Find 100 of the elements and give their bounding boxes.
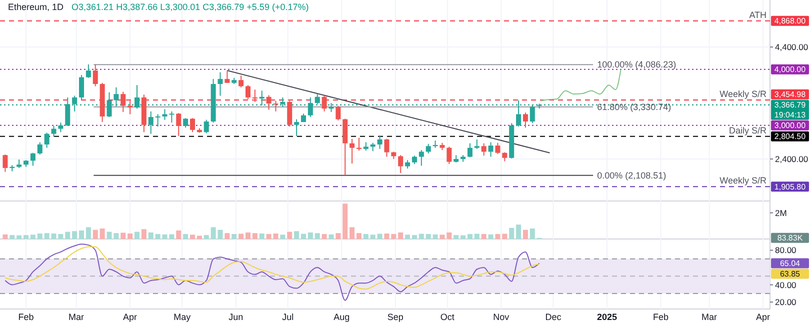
bar [287, 232, 292, 239]
line-series [4, 244, 540, 301]
candlestick [474, 138, 480, 150]
y-tick-label: 2,400.00 [775, 154, 808, 164]
chart-subtitle: O3,361.21 H3,387.66 L3,300.01 C3,366.79 +5.59 (+0.17%) [72, 2, 309, 12]
bar [432, 234, 438, 239]
bar [398, 232, 404, 239]
bar [176, 230, 182, 239]
bar [148, 232, 154, 239]
x-tick-label: Oct [440, 312, 455, 322]
bar [72, 231, 78, 239]
candlestick [183, 118, 188, 128]
candlestick [204, 119, 209, 134]
bar [460, 235, 466, 239]
y-tick-label: 2M [775, 208, 787, 218]
candlestick [252, 89, 258, 102]
candlestick [92, 64, 98, 87]
candlestick [162, 108, 168, 120]
candlestick [148, 110, 154, 134]
bar [336, 233, 341, 239]
bar [238, 234, 244, 239]
candlestick [314, 94, 320, 105]
candlestick [530, 104, 535, 124]
ref-line-label: 3,000.00 [774, 121, 806, 130]
annotation: 100.00% (4,086.23) [597, 60, 676, 70]
bar [259, 233, 264, 239]
chart-title: Ethereum, 1D [8, 2, 64, 12]
candlestick [446, 146, 452, 165]
y-tick-label: 80.00 [775, 245, 797, 256]
bar [300, 234, 306, 239]
annotation: Weekly S/R [720, 88, 768, 99]
bar [370, 234, 376, 239]
bar [190, 234, 195, 239]
bar [342, 204, 348, 239]
annotation: 61.80% (3,330.74) [597, 102, 672, 112]
bar [440, 234, 445, 239]
bar [454, 235, 459, 239]
text: 63.85 [780, 270, 801, 278]
bar [120, 232, 126, 239]
bar [516, 224, 522, 239]
candlestick [65, 96, 70, 126]
bar [224, 233, 230, 239]
bar [467, 234, 472, 239]
text: 65.04 [780, 259, 801, 268]
bar [322, 234, 327, 239]
bar [384, 233, 390, 239]
bar [509, 228, 514, 239]
candlestick [488, 142, 494, 158]
bar [363, 234, 368, 239]
candlestick [30, 152, 36, 166]
candlestick [336, 105, 341, 121]
candlestick [79, 74, 84, 101]
bar [92, 230, 98, 239]
bar [412, 235, 417, 239]
bar [377, 234, 382, 239]
bar [204, 235, 209, 239]
candlestick [2, 154, 8, 172]
candlestick [86, 64, 91, 78]
bar [16, 235, 22, 239]
candlestick [72, 95, 78, 112]
bar [446, 232, 452, 239]
x-tick-label: Sep [387, 312, 404, 322]
bar [128, 233, 133, 239]
bar [44, 233, 50, 239]
candlestick [51, 125, 56, 138]
bar [314, 233, 320, 239]
candlestick [169, 110, 174, 124]
candlestick [37, 142, 42, 156]
candlestick [114, 86, 119, 107]
bar [308, 232, 313, 239]
bar [252, 233, 258, 239]
bar [495, 234, 500, 239]
bar [155, 234, 160, 239]
x-tick-label: Nov [493, 312, 510, 322]
bar [391, 234, 396, 239]
candlestick [481, 142, 486, 156]
candlestick [418, 150, 424, 166]
x-tick-label: May [174, 312, 192, 322]
bar [141, 229, 146, 239]
bar [328, 234, 334, 239]
candlestick [495, 142, 500, 154]
x-tick-label: Apr [756, 312, 770, 322]
candlestick [377, 134, 382, 150]
bar [183, 234, 188, 239]
bar [474, 234, 480, 239]
candlestick [106, 92, 112, 118]
bar [350, 227, 355, 239]
bar [481, 234, 486, 239]
candlestick [273, 100, 278, 112]
candlestick [238, 75, 244, 88]
bar [79, 230, 84, 239]
text: 83.83K [777, 234, 804, 243]
ref-line-label: 2,804.50 [774, 132, 806, 142]
bar [502, 234, 508, 239]
candlestick [155, 114, 160, 128]
y-tick-label: 4,400.00 [775, 42, 808, 52]
candlestick [522, 112, 528, 128]
bar [86, 227, 91, 239]
line-series [4, 246, 540, 290]
annotation: 0.00% (2,108.51) [597, 170, 666, 180]
